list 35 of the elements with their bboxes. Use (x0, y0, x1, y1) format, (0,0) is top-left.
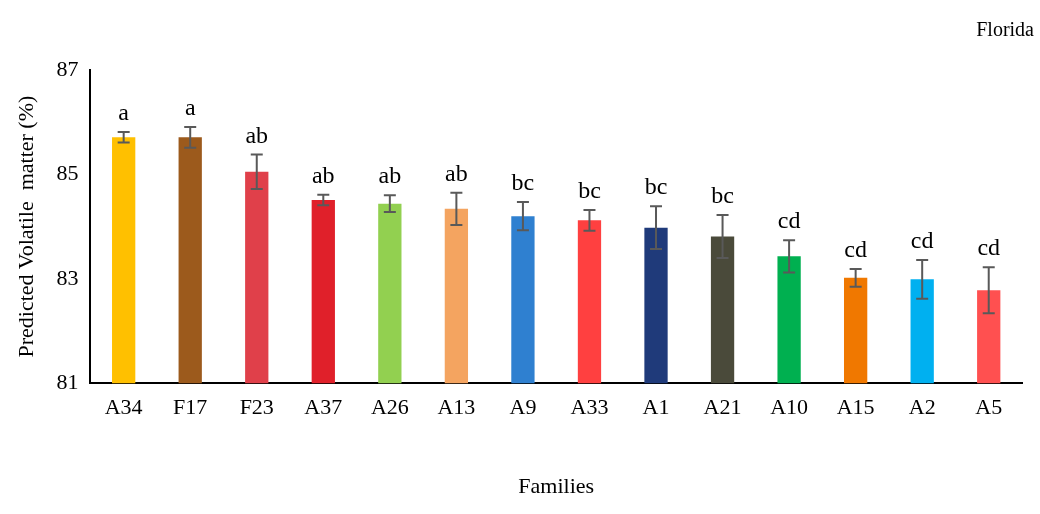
annotation: a (118, 99, 130, 126)
x-tick-label: F17 (173, 394, 208, 420)
y-axis-title: Predicted Volatile matter (%) (12, 95, 38, 358)
annotation: bc (578, 176, 601, 203)
x-tick-label: A2 (908, 394, 936, 420)
x-tick-label: A26 (370, 394, 409, 420)
text: Florida (976, 18, 1034, 41)
x-tick-label: A37 (304, 394, 343, 420)
x-tick-label: A15 (836, 394, 875, 420)
annotation: cd (844, 235, 867, 262)
x-tick-label: A10 (770, 394, 809, 420)
x-tick-label: A9 (509, 394, 537, 420)
annotation: ab (311, 161, 335, 188)
x-tick-label: A5 (975, 394, 1003, 420)
annotation: ab (445, 159, 468, 186)
annotation: cd (977, 234, 1001, 261)
y-tick-label: 81 (56, 368, 79, 394)
x-tick-label: A33 (570, 394, 609, 420)
annotation: ab (245, 121, 269, 148)
x-tick-label: A13 (437, 394, 476, 420)
annotation: bc (644, 173, 668, 200)
annotation: cd (777, 207, 801, 234)
y-tick-label: 83 (56, 264, 79, 290)
annotation: bc (511, 169, 535, 196)
x-axis-title: Families (518, 472, 595, 498)
x-tick-label: A21 (703, 394, 742, 420)
annotation: bc (711, 182, 734, 209)
y-tick-label: 87 (56, 55, 79, 81)
annotation: a (184, 93, 196, 120)
x-tick-label: F23 (239, 394, 274, 420)
annotation: ab (378, 162, 402, 189)
x-tick-label: A34 (104, 394, 143, 420)
annotation: cd (910, 227, 934, 254)
x-tick-label: A1 (642, 394, 670, 420)
y-tick-label: 85 (56, 160, 79, 186)
